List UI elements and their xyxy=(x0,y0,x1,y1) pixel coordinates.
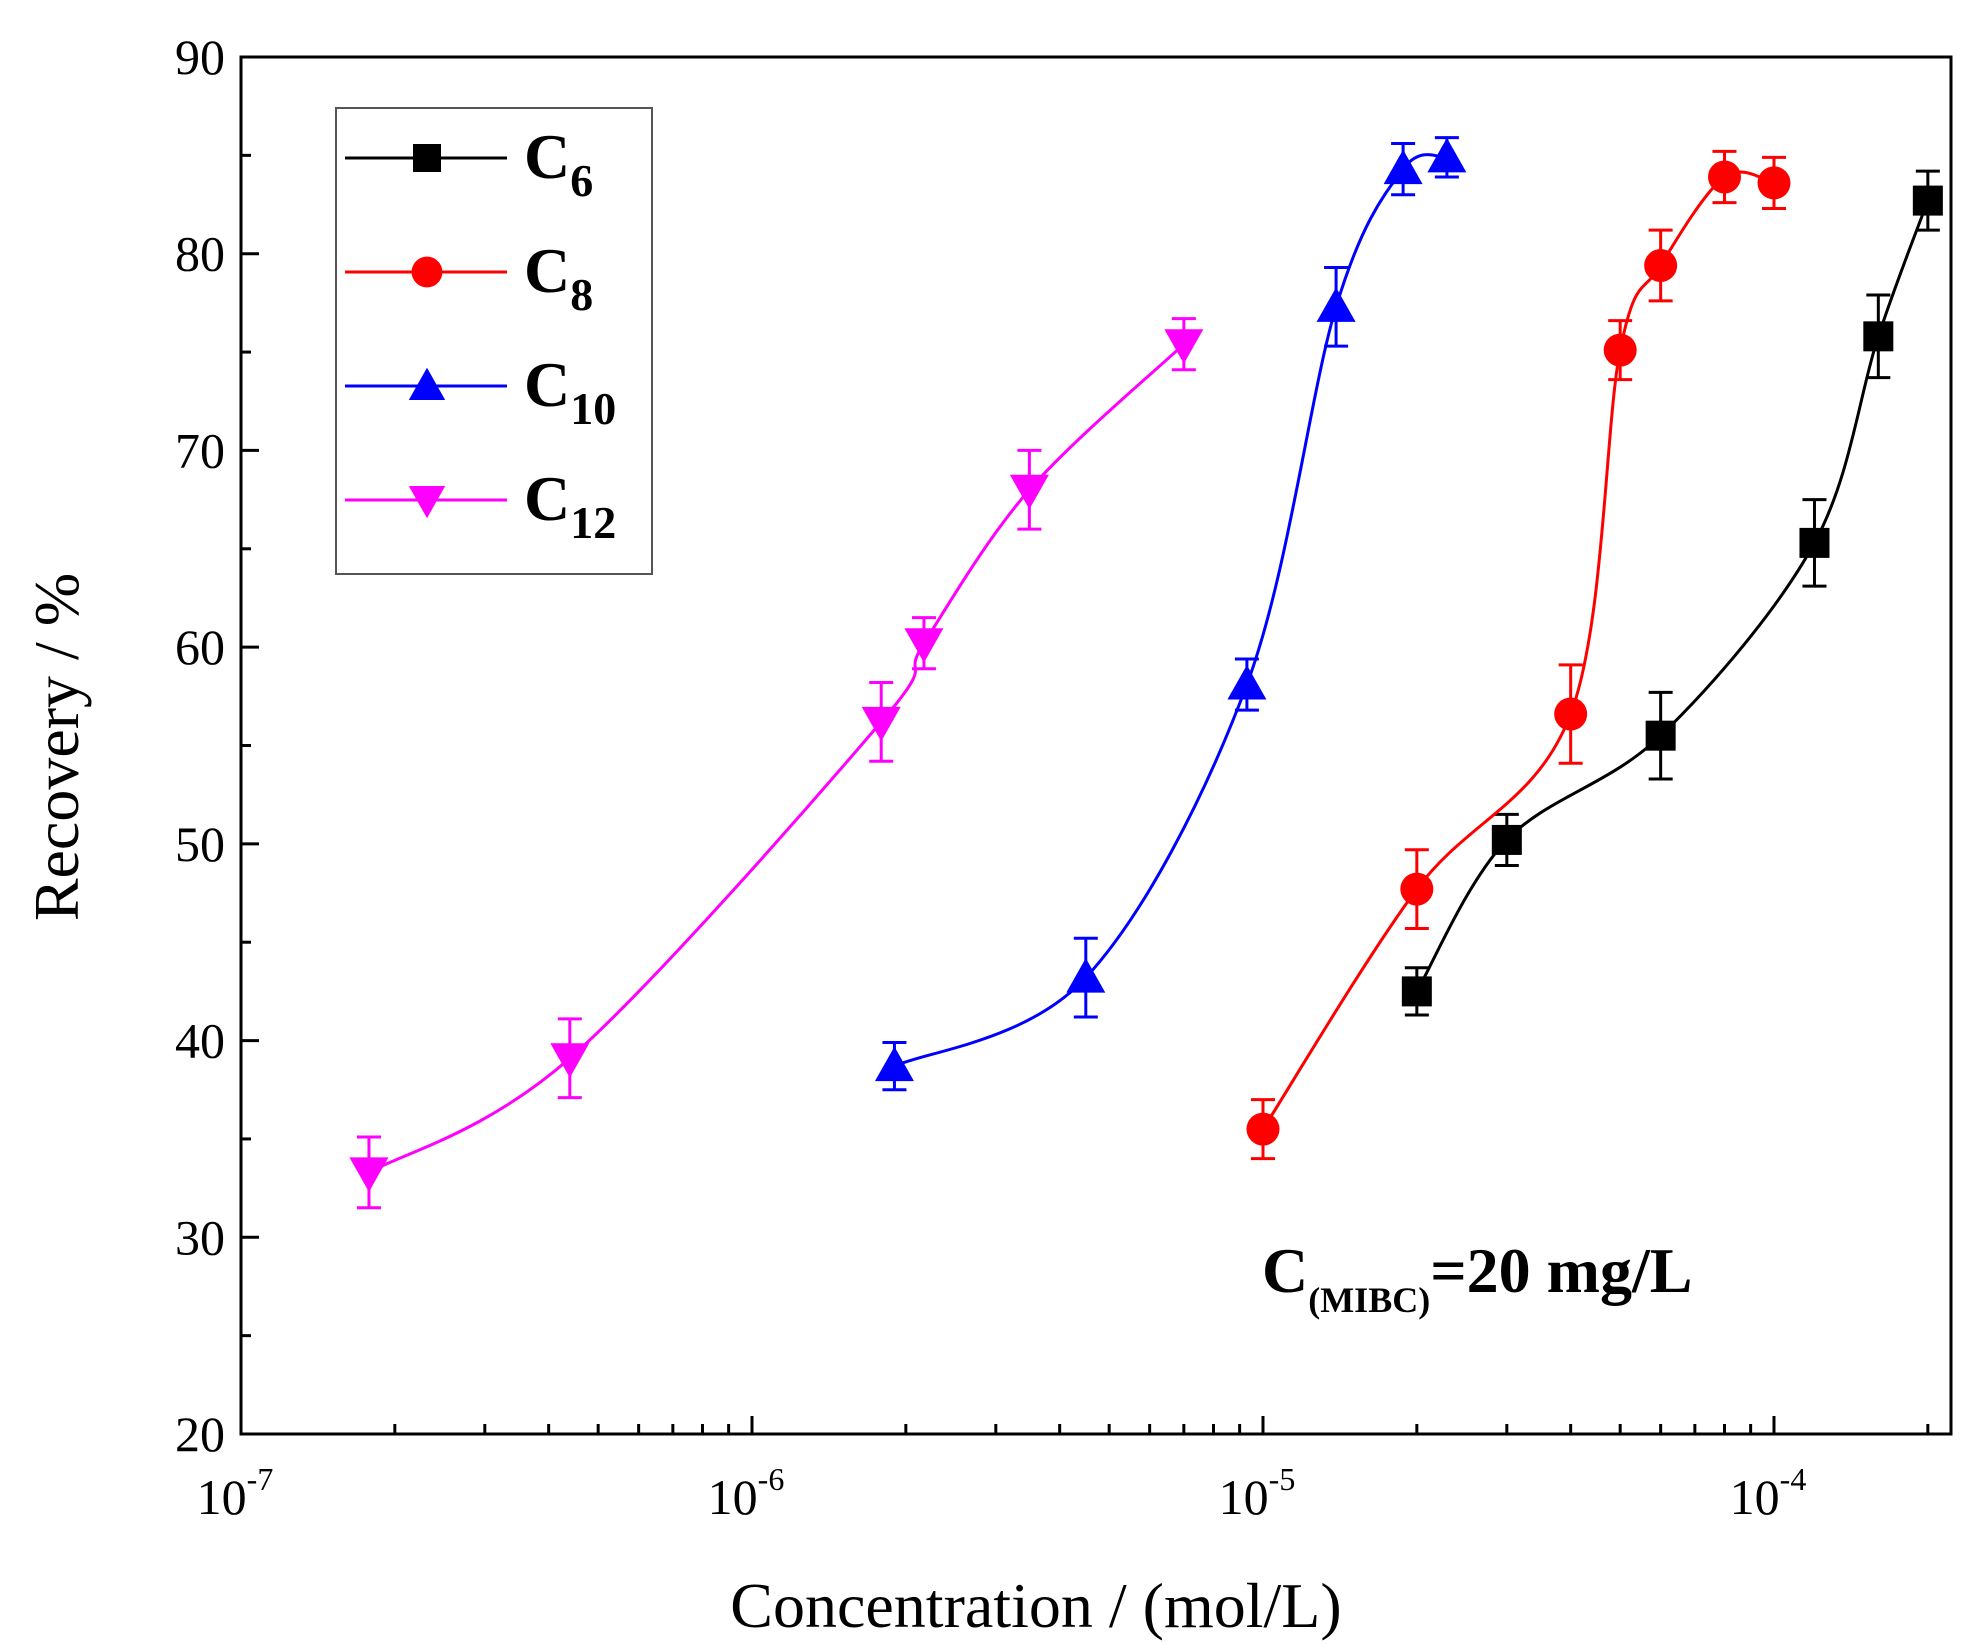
data-point xyxy=(1383,149,1423,185)
data-point xyxy=(550,1043,590,1078)
y-tick-label: 60 xyxy=(175,619,225,675)
data-point xyxy=(1401,976,1432,1007)
y-axis-title: Recovery / % xyxy=(21,573,92,921)
y-tick-label: 40 xyxy=(175,1013,225,1069)
data-point xyxy=(1227,665,1267,700)
y-tick-label: 90 xyxy=(175,29,225,85)
data-point xyxy=(1316,287,1356,322)
series-C8 xyxy=(1246,149,1791,1161)
annotation: C(MIBC)=20 mg/L xyxy=(1262,1235,1692,1320)
y-tick-label: 50 xyxy=(175,816,225,872)
plot-marks xyxy=(349,136,1943,1210)
data-point xyxy=(1799,527,1830,558)
data-point xyxy=(1707,160,1741,194)
legend-box xyxy=(335,107,653,575)
series-line xyxy=(1261,170,1775,1130)
x-axis-title: Concentration / (mol/L) xyxy=(730,1570,1341,1641)
data-point xyxy=(1427,137,1467,173)
x-tick-label: 10-6 xyxy=(708,1461,785,1525)
data-point xyxy=(1066,958,1106,993)
y-tick-label: 30 xyxy=(175,1209,225,1265)
legend-label: C10 xyxy=(524,349,616,434)
data-point xyxy=(1863,321,1894,352)
data-point xyxy=(874,1046,914,1082)
legend-label: C8 xyxy=(524,235,593,320)
series-C10 xyxy=(874,136,1467,1092)
annotation-rest: =20 mg/L xyxy=(1430,1235,1692,1306)
data-point xyxy=(1757,166,1791,200)
data-point xyxy=(1491,824,1522,855)
series-line xyxy=(893,153,1448,1068)
data-point xyxy=(904,628,944,663)
axis-ticks: 20 30 40 50 60 70 80 90 10-7 10-6 10-5 10-4 xyxy=(175,29,1930,1525)
data-point xyxy=(1603,333,1637,367)
x-tick-label: 10-4 xyxy=(1730,1461,1807,1525)
annotation-base: C xyxy=(1262,1235,1308,1306)
legend-item: C8 xyxy=(345,235,593,320)
y-tick-label: 20 xyxy=(175,1406,225,1462)
y-tick-label: 80 xyxy=(175,226,225,282)
data-point xyxy=(1164,329,1204,364)
legend-marker xyxy=(408,367,446,400)
series-C6 xyxy=(1401,169,1943,1017)
legend-marker xyxy=(411,256,443,288)
legend-label: C6 xyxy=(524,121,593,206)
series-C12 xyxy=(349,317,1204,1210)
data-point xyxy=(1554,697,1588,731)
series-line xyxy=(1415,200,1930,993)
legend-marker xyxy=(408,486,446,519)
legend-item: C10 xyxy=(345,349,616,434)
annotation-sub: (MIBC) xyxy=(1308,1280,1430,1320)
data-point xyxy=(1912,185,1943,216)
data-point xyxy=(861,706,901,742)
data-point xyxy=(1009,474,1049,510)
data-point xyxy=(1400,872,1434,906)
legend-item: C12 xyxy=(345,463,616,548)
x-tick-label: 10-5 xyxy=(1219,1461,1296,1525)
data-point xyxy=(1645,720,1676,751)
legend-marker xyxy=(413,144,441,172)
data-point xyxy=(1644,249,1678,283)
legend-label: C12 xyxy=(524,463,616,548)
y-tick-label: 70 xyxy=(175,422,225,478)
legend-item: C6 xyxy=(345,121,593,206)
data-point xyxy=(1246,1112,1280,1146)
legend: C6 C8 C10 C12 xyxy=(335,107,653,575)
x-tick-label: 10-7 xyxy=(197,1461,274,1525)
data-point xyxy=(349,1157,389,1192)
